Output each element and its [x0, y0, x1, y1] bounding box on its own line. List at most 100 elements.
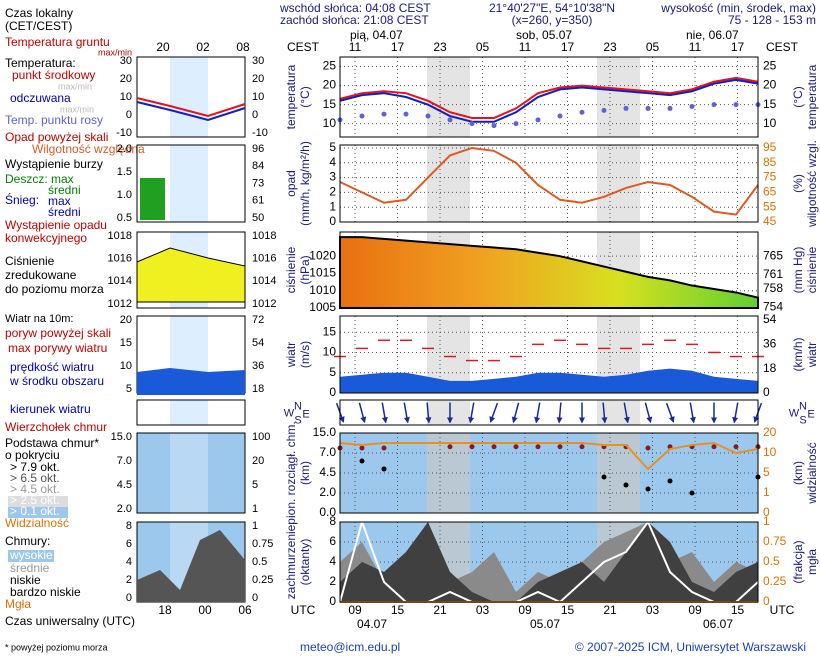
area	[339, 236, 759, 309]
day-label: sob, 05.07	[516, 28, 572, 42]
day-label: pią, 04.07	[350, 28, 403, 42]
y2-axis-title: ciśnienie	[805, 246, 819, 293]
legend-frame	[136, 144, 246, 223]
legend-top-tick: 20	[156, 40, 170, 54]
utc-tick: 09	[688, 603, 702, 617]
cest-tick: 11	[349, 40, 362, 54]
wind-arrow	[732, 402, 739, 424]
copyright: © 2007-2025 ICM, Uniwersytet Warszawski	[575, 640, 806, 654]
point	[733, 444, 739, 450]
date-label: 05.07	[530, 617, 560, 631]
y2-tick-label: 85	[763, 155, 777, 169]
y-tick-label: 0	[329, 594, 336, 608]
y2-tick-label: 0	[763, 385, 770, 399]
line	[339, 76, 759, 119]
legend-text: max/min	[98, 47, 132, 57]
legend-text: konwekcyjnego	[5, 231, 87, 245]
utc-tick: 15	[561, 603, 575, 617]
y-axis-title: ciśnienie	[284, 246, 298, 293]
legend-text: Wystąpienie opadu	[5, 218, 107, 232]
y2-tick-label: 5	[763, 465, 770, 479]
legend-frame	[136, 432, 246, 514]
legend-text: Wierzchołek chmur	[5, 420, 107, 434]
legend-text: > 2.5 okt.	[10, 493, 60, 507]
arrow-head	[381, 416, 388, 424]
point	[381, 445, 387, 451]
point	[623, 482, 629, 488]
utc-label: UTC	[770, 603, 795, 617]
y2-axis-title: (%)	[791, 174, 805, 193]
y2-tick-label: 20	[763, 425, 777, 439]
legend-night	[170, 57, 208, 137]
y-tick-label: 5	[329, 140, 336, 154]
legend-tick: 0	[126, 109, 132, 121]
y2-axis-title: wilgotność wzgl.	[805, 140, 819, 228]
point	[359, 458, 365, 464]
y-axis-title: (km)	[298, 461, 312, 485]
legend-tick: 1014	[252, 275, 276, 287]
legend-temp-line	[136, 97, 246, 118]
legend-frame	[136, 56, 246, 138]
legend-swatch	[8, 507, 68, 518]
legend-text: Czas uniwersalny (UTC)	[5, 614, 135, 628]
point	[645, 445, 651, 451]
point	[359, 113, 365, 119]
legend-tick: 100	[252, 431, 270, 443]
night-band	[597, 57, 640, 137]
grid-point: (x=260, y=350)	[512, 13, 593, 27]
cest-tick: 17	[391, 40, 405, 54]
wind-arrow	[689, 402, 696, 424]
y2-axis-title: widzialność	[805, 442, 819, 504]
legend-text: średni	[48, 183, 81, 197]
point	[359, 445, 365, 451]
legend-tick: 1016	[252, 253, 276, 265]
legend-tick: 0.5	[252, 556, 267, 568]
utc-tick: 21	[603, 603, 617, 617]
y2-axis-title: (mm Hg)	[791, 247, 805, 294]
y-tick-label: 2.0	[319, 485, 336, 499]
email[interactable]: meteo@icm.edu.pl	[300, 640, 400, 654]
wind-arrow	[447, 402, 453, 424]
y2-tick-label: 0.75	[763, 534, 787, 548]
utc-tick: 21	[433, 603, 447, 617]
legend-text: Widzialność	[5, 516, 69, 530]
point	[645, 486, 651, 492]
date-label: 04.07	[357, 617, 387, 631]
arrow-head	[425, 417, 432, 424]
legend-frame	[136, 399, 246, 426]
legend-text: Czas lokalny	[5, 6, 73, 20]
panel	[339, 232, 759, 309]
wind-arrow	[601, 402, 608, 424]
panel-frame	[339, 315, 759, 394]
y-axis-title: (oktanty)	[298, 539, 312, 586]
legend-tick: 36	[252, 360, 264, 372]
night-band	[427, 400, 470, 425]
wind-arrow	[425, 402, 432, 424]
legend-tick: 1012	[108, 298, 132, 310]
panel-frame	[339, 144, 759, 223]
legend-text: max porywy wiatru	[8, 341, 107, 355]
legend-night	[170, 400, 208, 425]
point	[535, 117, 541, 123]
y-tick-label: 0	[329, 385, 336, 399]
legend-text: Temp. punktu rosy	[5, 113, 103, 127]
point	[557, 113, 563, 119]
y-tick-label: 1005	[309, 300, 336, 314]
panel	[335, 402, 763, 424]
legend-text: wysokie	[9, 548, 53, 562]
point	[601, 474, 607, 480]
point	[733, 102, 739, 108]
line	[339, 441, 759, 471]
arrow-head	[468, 416, 475, 424]
legend-text: kierunek wiatru	[10, 402, 91, 416]
legend-text: > 0.1 okt.	[10, 504, 60, 518]
y-axis-title: pion. rozciągł. chm.	[284, 421, 298, 524]
y-tick-label: 7.0	[319, 445, 336, 459]
point	[403, 111, 409, 117]
legend-text: prędkość wiatru	[10, 360, 94, 374]
legend-text: > 6.5 okt.	[10, 471, 60, 485]
y2-tick-label: 0.5	[763, 554, 780, 568]
legend-night	[170, 433, 208, 513]
legend-text: max	[48, 194, 71, 208]
legend-text: Wiatr na 10m:	[5, 313, 73, 325]
